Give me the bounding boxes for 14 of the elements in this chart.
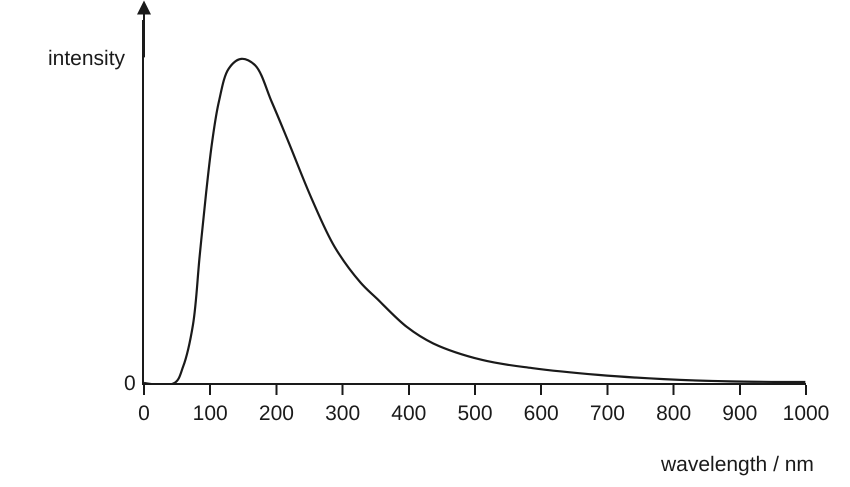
x-axis-title: wavelength / nm xyxy=(660,453,814,476)
text: 0 xyxy=(124,372,136,395)
x-tick-label: 300 xyxy=(325,402,360,426)
x-tick-label: 200 xyxy=(258,402,294,426)
x-tick-label: 800 xyxy=(656,402,692,426)
x-tick-label: 500 xyxy=(457,402,493,426)
x-tick-label: 100 xyxy=(192,402,228,426)
x-tick-label: 1000 xyxy=(782,402,830,426)
x-tick-label: 400 xyxy=(391,402,426,426)
x-tick-label: 900 xyxy=(722,402,758,426)
x-tick-label: 700 xyxy=(590,402,625,426)
x-tick-label: 0 xyxy=(138,402,150,426)
y-axis-title: intensity xyxy=(48,47,126,70)
x-tick-label: 600 xyxy=(524,402,559,426)
